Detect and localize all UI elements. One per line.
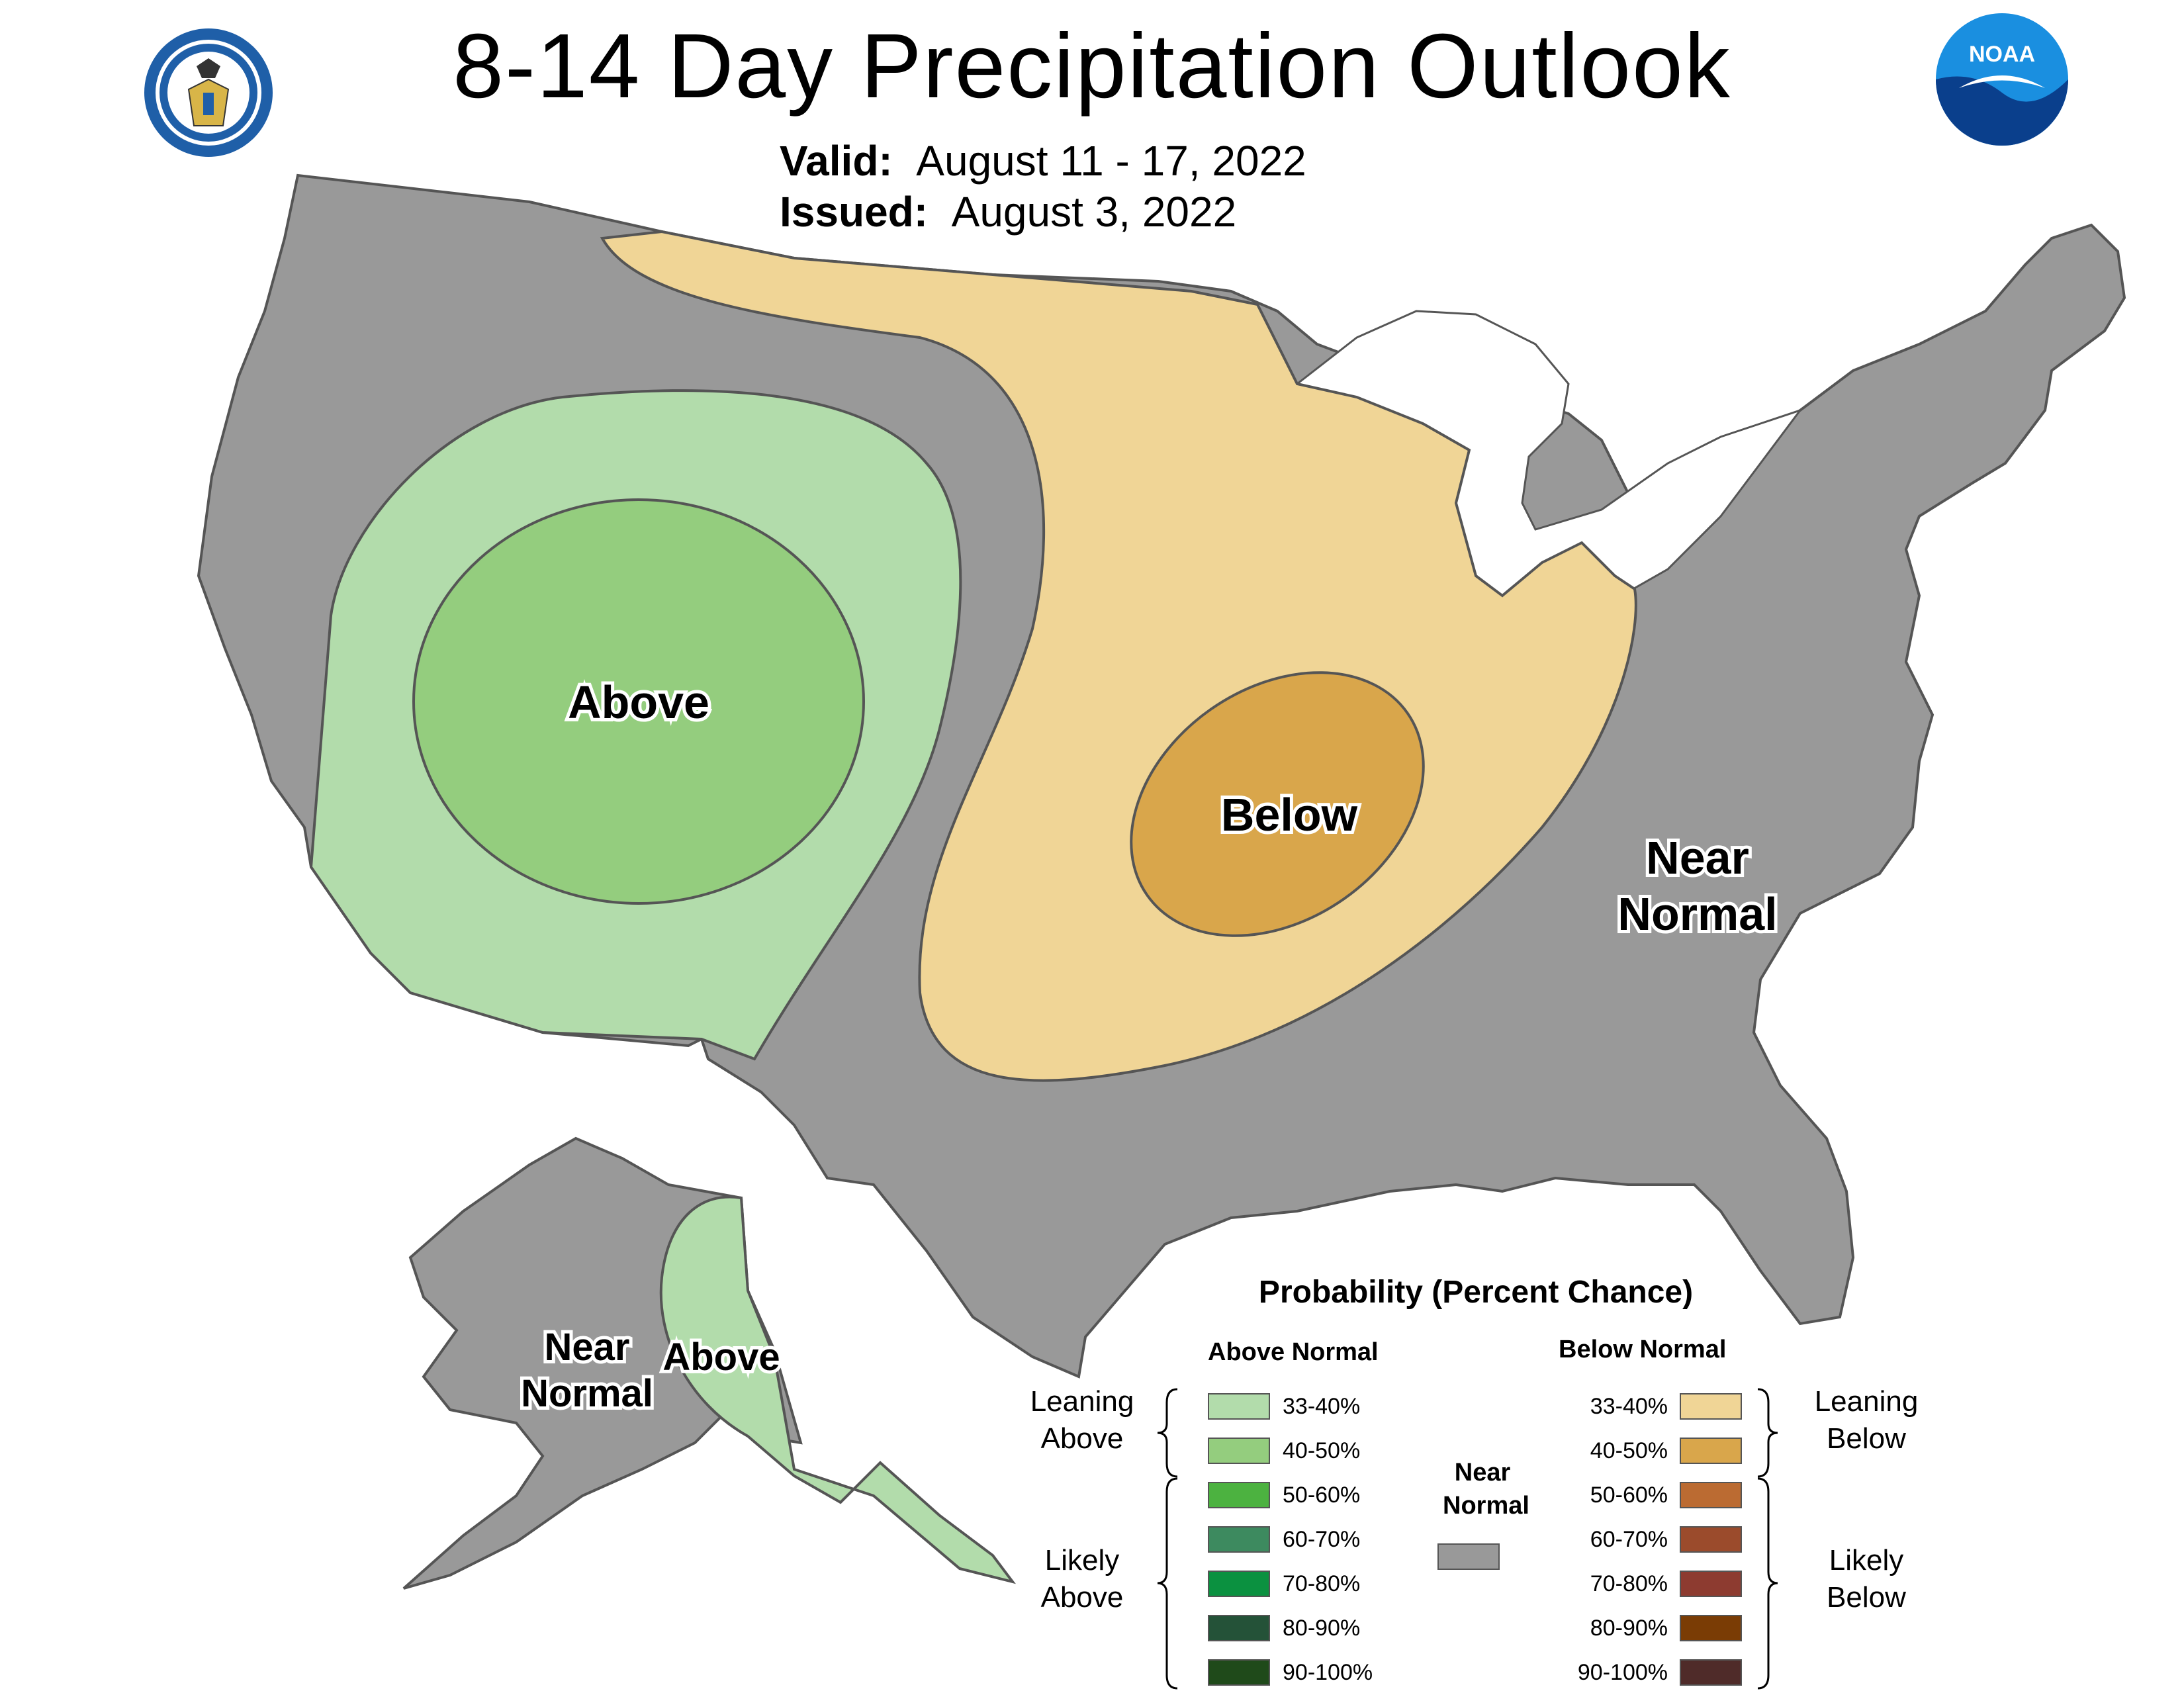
issued-label: Issued: — [780, 188, 929, 236]
legend-above-label-5: 80-90% — [1283, 1616, 1361, 1641]
legend-likely-below-label: Likely Below — [1794, 1542, 1939, 1616]
commerce-seal-icon — [144, 28, 273, 157]
legend-above-header: Above Normal — [1208, 1338, 1379, 1366]
legend-near-normal-swatch — [1437, 1543, 1500, 1570]
legend-below-swatch-0 — [1680, 1393, 1742, 1420]
legend-near-line1: Near — [1454, 1459, 1511, 1486]
noaa-logo-icon: NOAA — [1936, 13, 2068, 146]
legend-leaning-below-line1: Leaning — [1814, 1385, 1919, 1418]
brace-leaning-below-icon — [1757, 1388, 1778, 1478]
label-above: Above — [568, 676, 709, 728]
legend-leaning-above-line2: Above — [1040, 1422, 1124, 1455]
legend-below-swatch-6 — [1680, 1659, 1742, 1686]
legend-above-label-0: 33-40% — [1283, 1394, 1361, 1419]
legend-near-line2: Normal — [1443, 1492, 1529, 1520]
legend-above-label-2: 50-60% — [1283, 1483, 1361, 1508]
label-near-normal-line2: Normal — [1617, 888, 1777, 940]
legend-below-label-6: 90-100% — [1577, 1660, 1668, 1685]
legend-above-swatch-2 — [1208, 1482, 1270, 1508]
alaska-above-region — [659, 1195, 1016, 1584]
legend-above-label-6: 90-100% — [1283, 1660, 1373, 1685]
page-title: 8-14 Day Precipitation Outlook — [453, 15, 1731, 117]
legend-leaning-below-line2: Below — [1827, 1422, 1906, 1455]
legend-above-label-1: 40-50% — [1283, 1438, 1361, 1463]
noaa-logo-text: NOAA — [1969, 42, 2035, 67]
legend-leaning-below-label: Leaning Below — [1794, 1383, 1939, 1457]
legend-below-label-5: 80-90% — [1590, 1616, 1668, 1641]
above-40-50-region — [412, 498, 865, 905]
legend-likely-below-line1: Likely — [1829, 1544, 1904, 1577]
legend-leaning-above-line1: Leaning — [1030, 1385, 1134, 1418]
legend-likely-above-line2: Above — [1040, 1581, 1124, 1614]
legend-below-swatch-4 — [1680, 1571, 1742, 1597]
legend-above-label-3: 60-70% — [1283, 1527, 1361, 1552]
legend-likely-below-line2: Below — [1827, 1581, 1906, 1614]
issued-date: August 3, 2022 — [951, 188, 1237, 236]
legend-above-swatch-0 — [1208, 1393, 1270, 1420]
label-ak-above: Above — [662, 1336, 780, 1379]
legend-below-swatch-2 — [1680, 1482, 1742, 1508]
legend-below-label-2: 50-60% — [1590, 1483, 1668, 1508]
legend-below-swatch-1 — [1680, 1438, 1742, 1464]
label-below: Below — [1221, 789, 1358, 841]
valid-date: August 11 - 17, 2022 — [916, 137, 1306, 185]
legend-below-header: Below Normal — [1559, 1336, 1727, 1363]
brace-leaning-above-icon — [1157, 1388, 1178, 1478]
legend-below-label-1: 40-50% — [1590, 1438, 1668, 1463]
legend-above-swatch-5 — [1208, 1615, 1270, 1641]
legend-below-label-0: 33-40% — [1590, 1394, 1668, 1419]
below-40-50-region — [1130, 671, 1425, 937]
legend-above-swatch-3 — [1208, 1526, 1270, 1553]
legend-below-swatch-5 — [1680, 1615, 1742, 1641]
legend-below-label-3: 60-70% — [1590, 1527, 1668, 1552]
label-near-normal-line1: Near — [1646, 832, 1749, 884]
label-ak-near-line2: Normal — [521, 1372, 653, 1415]
legend-below-swatch-3 — [1680, 1526, 1742, 1553]
legend-above-swatch-1 — [1208, 1438, 1270, 1464]
legend-above-swatch-4 — [1208, 1571, 1270, 1597]
legend-below-label-4: 70-80% — [1590, 1571, 1668, 1596]
brace-likely-above-icon — [1157, 1477, 1178, 1690]
legend-above-label-4: 70-80% — [1283, 1571, 1361, 1596]
valid-line: Valid: August 11 - 17, 2022 — [780, 136, 1306, 186]
legend-near-normal-label: Near Normal — [1443, 1456, 1529, 1522]
legend-leaning-above-label: Leaning Above — [1009, 1383, 1155, 1457]
legend-above-swatch-6 — [1208, 1659, 1270, 1686]
brace-likely-below-icon — [1757, 1477, 1778, 1690]
valid-label: Valid: — [780, 137, 893, 185]
label-ak-near-line1: Near — [545, 1326, 630, 1369]
legend-title: Probability (Percent Chance) — [1258, 1275, 1694, 1310]
issued-line: Issued: August 3, 2022 — [780, 187, 1236, 237]
legend-likely-above-label: Likely Above — [1009, 1542, 1155, 1616]
legend-likely-above-line1: Likely — [1044, 1544, 1120, 1577]
